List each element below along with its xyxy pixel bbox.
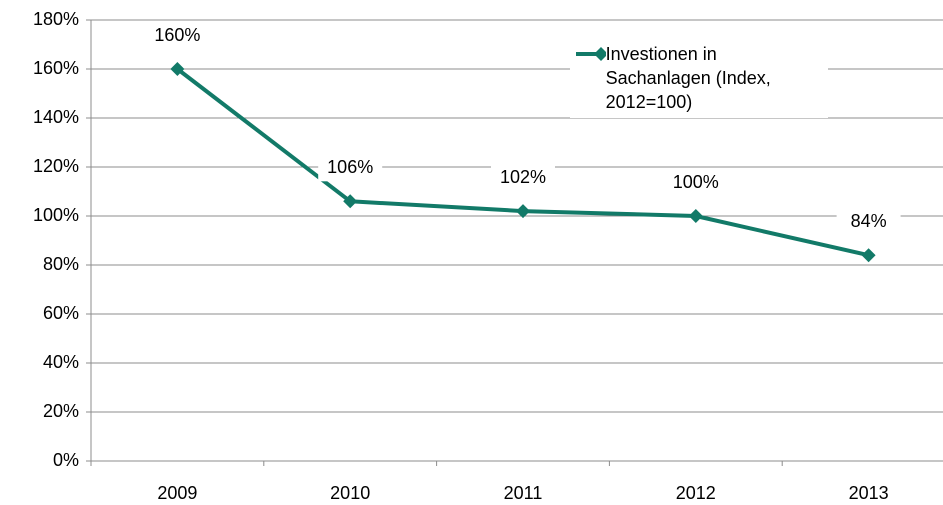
x-tick-label: 2011 [504, 483, 543, 503]
legend-swatch [576, 47, 606, 61]
data-label: 100% [673, 172, 719, 192]
y-tick-label: 0% [53, 450, 79, 470]
y-tick-label: 80% [43, 254, 79, 274]
data-label: 106% [327, 157, 373, 177]
data-point [688, 209, 703, 223]
legend-marker [594, 47, 606, 61]
y-tick-label: 140% [33, 107, 79, 127]
data-label-bg [318, 155, 383, 182]
data-label-bg [491, 165, 555, 192]
x-tick-label: 2012 [676, 483, 716, 503]
data-point [343, 194, 358, 209]
legend-label: Investionen in Sachanlagen (Index, 2012=… [605, 44, 771, 112]
data-point [170, 62, 185, 76]
data-label-bg [836, 209, 901, 236]
x-tick-label: 2013 [849, 483, 889, 503]
data-label: 160% [154, 25, 200, 45]
y-tick-label: 60% [43, 303, 79, 323]
data-point [861, 248, 876, 263]
data-point [516, 204, 530, 219]
y-tick-label: 40% [43, 352, 79, 372]
data-label: 102% [500, 167, 546, 187]
y-tick-label: 160% [33, 58, 79, 78]
x-tick-label: 2009 [157, 483, 197, 503]
data-label-bg [663, 170, 728, 196]
y-tick-label: 180% [33, 9, 79, 29]
y-tick-label: 20% [43, 401, 79, 421]
data-label: 84% [851, 211, 887, 231]
data-label-bg [145, 23, 210, 49]
legend: Investionen in Sachanlagen (Index, 2012=… [570, 40, 828, 118]
y-tick-label: 100% [33, 205, 79, 225]
y-tick-label: 120% [33, 156, 79, 176]
x-tick-label: 2010 [330, 483, 370, 503]
